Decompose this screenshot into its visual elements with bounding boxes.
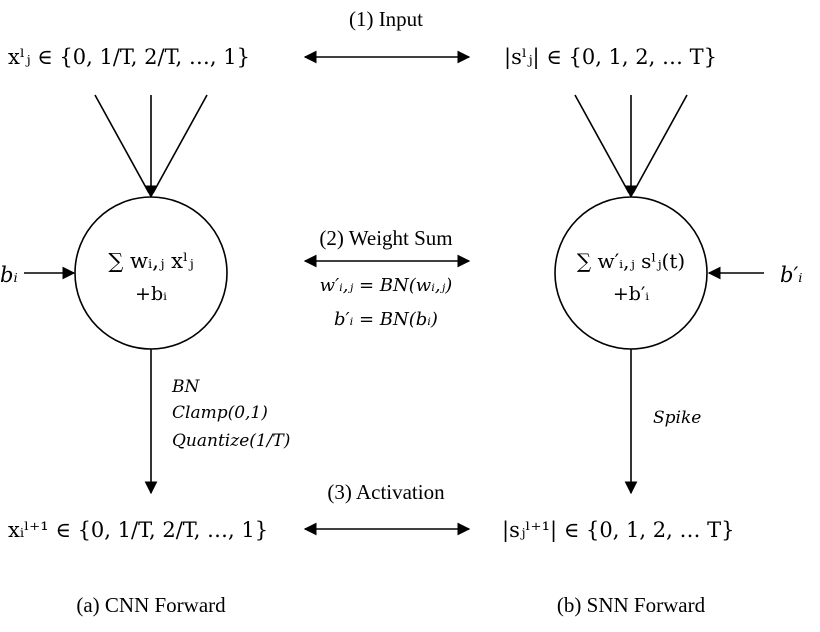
snn-bias-label: b′ᵢ [780,263,802,287]
snn-output-math: |sⱼˡ⁺¹| ∈ {0, 1, 2, … T} [502,518,735,543]
snn-op-spike: Spike [653,408,701,428]
cnn-op-bn: BN [171,377,200,397]
snn-input-math: |sˡⱼ| ∈ {0, 1, 2, … T} [504,45,717,70]
cnn-column: xˡⱼ ∈ {0, 1/T, 2/T, …, 1} ∑ wᵢ,ⱼ xˡⱼ +bᵢ… [0,45,290,617]
cnn-input-line-3 [152,94,208,194]
middle-connectors: (1) Input (2) Weight Sum w′ᵢ,ⱼ = BN(wᵢ,ⱼ… [303,7,471,536]
snn-neuron-sum: ∑ w′ᵢ,ⱼ sˡⱼ(t) [577,249,685,273]
input-arrow-label: (1) Input [349,7,423,31]
cnn-neuron [74,196,228,350]
weight-bn-equation: w′ᵢ,ⱼ = BN(wᵢ,ⱼ) [320,275,453,296]
cnn-neuron-sum: ∑ wᵢ,ⱼ xˡⱼ [108,249,193,273]
cnn-output-math: xᵢˡ⁺¹ ∈ {0, 1/T, 2/T, …, 1} [8,518,268,542]
activation-arrow-label: (3) Activation [327,480,445,504]
cnn-bias-label: bᵢ [0,263,18,287]
snn-input-line-1 [574,94,630,194]
bias-bn-equation: b′ᵢ = BN(bᵢ) [334,309,438,330]
cnn-input-line-1 [94,94,150,194]
cnn-neuron-bias: +bᵢ [135,283,167,305]
cnn-op-clamp: Clamp(0,1) [172,403,268,423]
snn-neuron [554,196,708,350]
weight-sum-arrow-label: (2) Weight Sum [319,226,452,250]
cnn-caption: (a) CNN Forward [76,593,226,617]
snn-caption: (b) SNN Forward [557,593,706,617]
cnn-input-math: xˡⱼ ∈ {0, 1/T, 2/T, …, 1} [8,45,250,69]
cnn-op-quantize: Quantize(1/T) [172,431,290,451]
snn-neuron-bias: +b′ᵢ [613,283,649,305]
snn-input-line-3 [632,94,688,194]
snn-column: |sˡⱼ| ∈ {0, 1, 2, … T} ∑ w′ᵢ,ⱼ sˡⱼ(t) +b… [502,45,802,617]
